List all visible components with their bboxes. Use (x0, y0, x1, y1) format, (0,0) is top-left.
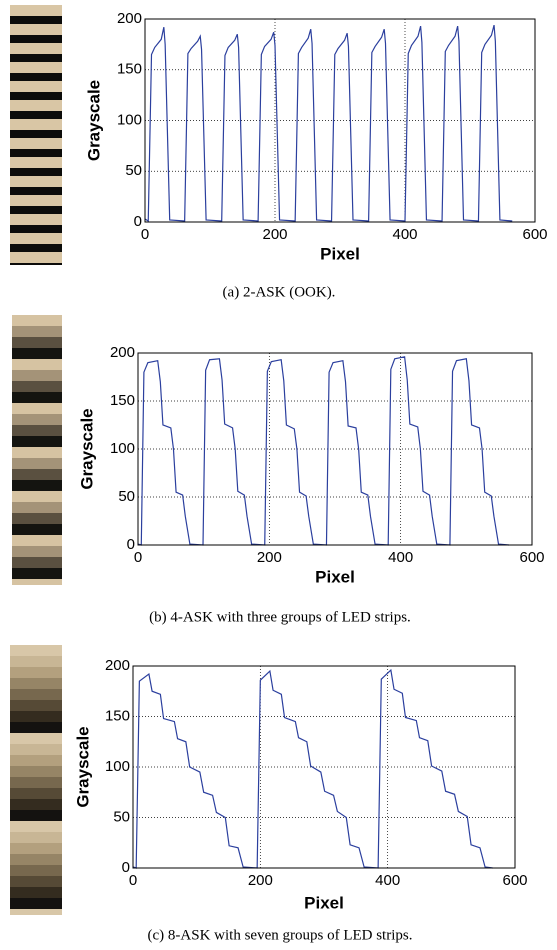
x-tick-label: 400 (392, 226, 417, 243)
x-axis-label: Pixel (315, 567, 355, 586)
y-tick-label: 150 (105, 707, 130, 724)
y-tick-label: 0 (127, 536, 135, 553)
x-tick-label: 400 (388, 549, 413, 566)
x-tick-label: 600 (502, 872, 527, 889)
y-tick-label: 0 (122, 859, 130, 876)
data-line (137, 356, 510, 546)
x-axis-label: Pixel (320, 244, 360, 263)
y-tick-label: 200 (105, 657, 130, 674)
y-axis-label: Grayscale (73, 726, 92, 807)
y-tick-label: 50 (118, 488, 135, 505)
x-tick-label: 200 (248, 872, 273, 889)
data-line (144, 24, 513, 223)
y-tick-label: 100 (117, 111, 142, 128)
y-tick-label: 150 (110, 392, 135, 409)
plot-frame (144, 18, 536, 223)
y-axis-label: Grayscale (77, 408, 96, 489)
caption: (c) 8-ASK with seven groups of LED strip… (148, 927, 413, 943)
x-tick-label: 0 (129, 872, 137, 889)
x-tick-label: 0 (134, 549, 142, 566)
plot-frame (137, 352, 533, 546)
led-strip-photo (12, 315, 62, 585)
x-tick-label: 400 (375, 872, 400, 889)
led-strip-photo (10, 5, 62, 265)
y-tick-label: 100 (105, 758, 130, 775)
y-tick-label: 200 (110, 344, 135, 361)
x-tick-label: 600 (519, 549, 544, 566)
x-tick-label: 200 (257, 549, 282, 566)
y-axis-label: Grayscale (84, 80, 103, 161)
y-tick-label: 100 (110, 440, 135, 457)
data-line (132, 668, 493, 869)
y-tick-label: 150 (117, 61, 142, 78)
y-tick-label: 200 (117, 10, 142, 27)
y-tick-label: 0 (134, 213, 142, 230)
caption: (a) 2-ASK (OOK). (223, 284, 336, 300)
plot-frame (132, 665, 516, 869)
y-tick-label: 50 (113, 808, 130, 825)
x-tick-label: 200 (262, 226, 287, 243)
x-axis-label: Pixel (304, 893, 344, 912)
caption: (b) 4-ASK with three groups of LED strip… (149, 609, 411, 625)
x-tick-label: 600 (522, 226, 547, 243)
y-tick-label: 50 (125, 162, 142, 179)
x-tick-label: 0 (141, 226, 149, 243)
led-strip-photo (10, 645, 62, 915)
